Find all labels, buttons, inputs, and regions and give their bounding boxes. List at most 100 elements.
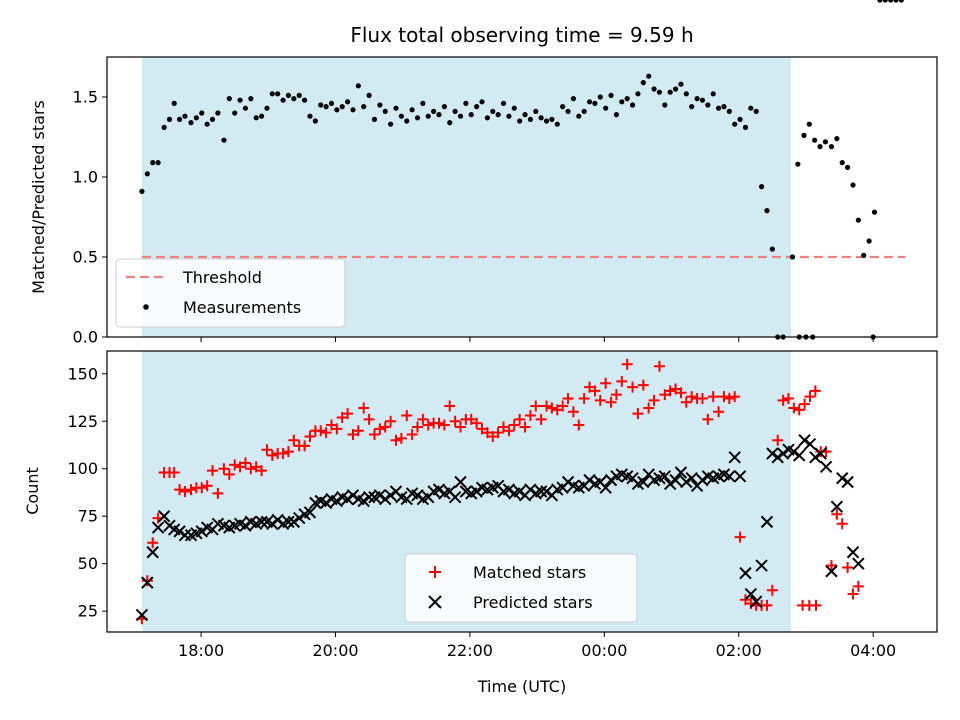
matched-star-point <box>825 560 837 572</box>
matched-star-point <box>395 432 407 444</box>
measurement-point <box>624 96 630 102</box>
measurement-point <box>737 116 743 122</box>
measurement-point <box>490 108 496 114</box>
predicted-star-point <box>293 511 306 525</box>
measurement-point <box>155 160 161 166</box>
measurement-point <box>377 102 383 108</box>
measurement-point <box>608 92 614 98</box>
matched-star-point <box>212 487 224 499</box>
matched-star-point <box>245 463 257 475</box>
measurement-point <box>592 100 598 106</box>
measurement-point <box>409 107 415 113</box>
measurement-point <box>678 81 684 87</box>
predicted-star-point <box>319 496 333 510</box>
matched-star-point <box>299 440 311 452</box>
measurement-point <box>269 91 275 97</box>
measurement-point <box>570 96 577 102</box>
matched-star-point <box>363 413 375 425</box>
measurement-point <box>705 102 711 108</box>
measurement-point <box>366 92 372 98</box>
measurement-point <box>603 105 609 111</box>
matched-star-point <box>401 410 413 422</box>
measurement-point <box>742 124 749 130</box>
predicted-star-point <box>432 483 446 496</box>
measurement-point <box>522 112 528 118</box>
predicted-star-point <box>836 472 849 485</box>
predicted-star-point <box>524 483 537 496</box>
measurement-point <box>877 0 883 3</box>
measurement-point <box>898 0 904 3</box>
measurement-point <box>748 105 754 111</box>
measurement-point <box>388 121 394 127</box>
matched-star-point <box>713 406 725 418</box>
predicted-star-point <box>411 489 424 502</box>
matched-star-point <box>492 427 504 439</box>
predicted-star-point <box>680 475 693 489</box>
matched-star-point <box>411 421 423 433</box>
predicted-star-point <box>534 485 548 498</box>
measurement-point <box>323 104 329 110</box>
measurement-point <box>839 160 845 166</box>
measurement-point <box>533 108 539 114</box>
matched-star-point <box>422 419 434 431</box>
measurement-point <box>296 92 302 98</box>
measurement-point <box>193 115 199 121</box>
matched-star-point <box>610 389 622 401</box>
predicted-star-point <box>798 434 811 447</box>
predicted-star-point <box>663 477 677 491</box>
matched-star-point <box>766 584 778 596</box>
measurement-point <box>538 115 544 121</box>
measurement-point <box>361 104 367 110</box>
measurement-point <box>721 104 727 110</box>
measurement-point <box>629 102 636 108</box>
measurement-point <box>764 208 770 214</box>
matched-star-point <box>664 385 676 397</box>
matched-star-point <box>277 448 289 460</box>
predicted-star-point <box>561 475 575 489</box>
matched-star-point <box>788 402 800 414</box>
predicted-star-point <box>513 485 526 498</box>
matched-star-point <box>535 413 547 425</box>
matched-star-point <box>567 406 579 418</box>
matched-star-point <box>444 400 456 412</box>
measurement-point <box>150 160 156 166</box>
measurement-point <box>248 96 254 102</box>
predicted-star-point <box>825 565 838 578</box>
matched-star-point <box>557 400 569 412</box>
predicted-star-point <box>793 449 806 462</box>
measurement-point <box>221 137 227 143</box>
measurement-point <box>393 105 399 111</box>
measurement-point <box>662 102 668 108</box>
predicted-star-point <box>637 475 650 489</box>
matched-star-point <box>141 575 153 587</box>
measurement-point <box>597 94 603 100</box>
ratio-ytick-label: 1.0 <box>73 168 98 187</box>
matched-star-point <box>508 419 520 431</box>
predicted-star-point <box>373 489 387 502</box>
measurement-point <box>479 99 485 105</box>
ratio-legend: Threshold Measurements <box>115 258 346 328</box>
measurement-point <box>447 120 453 126</box>
legend-predicted-swatch <box>428 595 442 609</box>
matched-star-point <box>782 392 794 404</box>
measurement-point <box>139 188 145 194</box>
matched-star-point <box>390 434 402 446</box>
legend-threshold-label: Threshold <box>182 268 262 287</box>
matched-star-point <box>196 482 208 494</box>
measurement-point <box>328 100 335 106</box>
matched-star-point <box>147 537 159 549</box>
measurement-point <box>291 96 297 102</box>
ratio-legend-box <box>115 258 346 328</box>
predicted-star-point <box>739 566 752 580</box>
predicted-star-point <box>733 470 747 483</box>
matched-star-point <box>799 398 811 410</box>
matched-star-point <box>718 391 730 403</box>
matched-star-point <box>653 360 665 372</box>
matched-star-point <box>852 580 864 592</box>
measurement-point <box>758 184 765 190</box>
predicted-star-point <box>341 492 354 506</box>
measurement-point <box>258 113 265 119</box>
measurement-point <box>882 0 888 3</box>
measurement-point <box>425 113 431 119</box>
measurement-point <box>500 100 507 106</box>
